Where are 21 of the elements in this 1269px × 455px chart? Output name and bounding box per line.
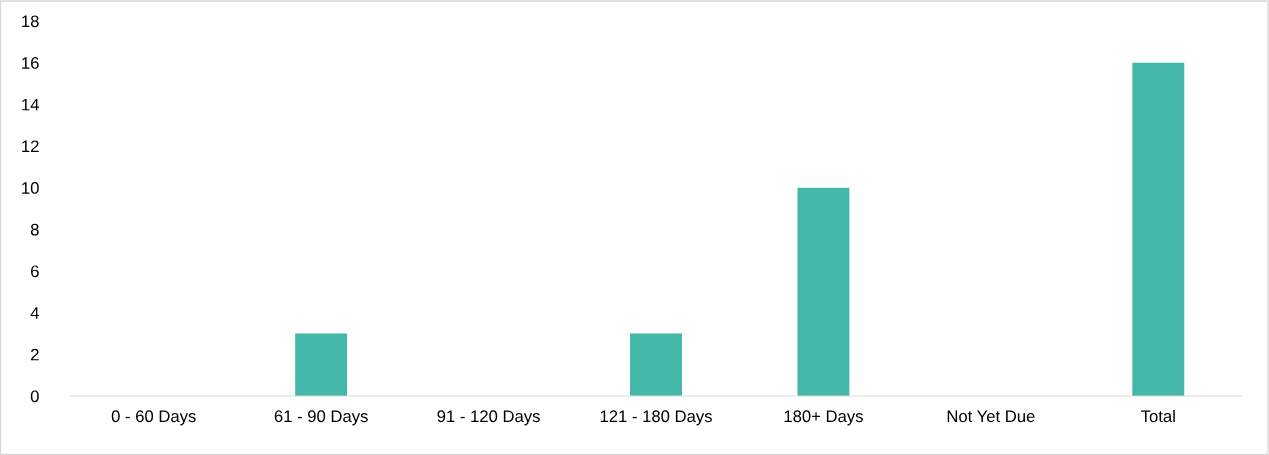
- x-tick-label: 91 - 120 Days: [437, 410, 540, 426]
- x-tick-label: 180+ Days: [784, 410, 863, 426]
- y-tick-label: 2: [31, 348, 39, 361]
- x-tick-label: 61 - 90 Days: [274, 410, 368, 426]
- y-tick-label: 14: [22, 98, 39, 111]
- bar: [1132, 62, 1185, 396]
- x-tick-label: 0 - 60 Days: [111, 410, 196, 426]
- y-tick-label: 16: [22, 57, 39, 69]
- y-tick-label: 12: [22, 140, 39, 153]
- y-tick-label: 8: [30, 223, 39, 236]
- x-tick-label: Not Yet Due: [947, 410, 1035, 423]
- y-tick-label: 4: [30, 307, 39, 319]
- y-tick-label: 18: [22, 15, 39, 28]
- bar: [630, 333, 682, 396]
- bar: [797, 187, 850, 396]
- x-tick-label: Total: [1141, 409, 1175, 423]
- y-tick-label: 0: [30, 390, 39, 403]
- bar: [295, 333, 348, 396]
- x-tick-label: 121 - 180 Days: [600, 410, 712, 426]
- y-tick-label: 10: [22, 182, 39, 194]
- y-tick-label: 6: [31, 265, 39, 278]
